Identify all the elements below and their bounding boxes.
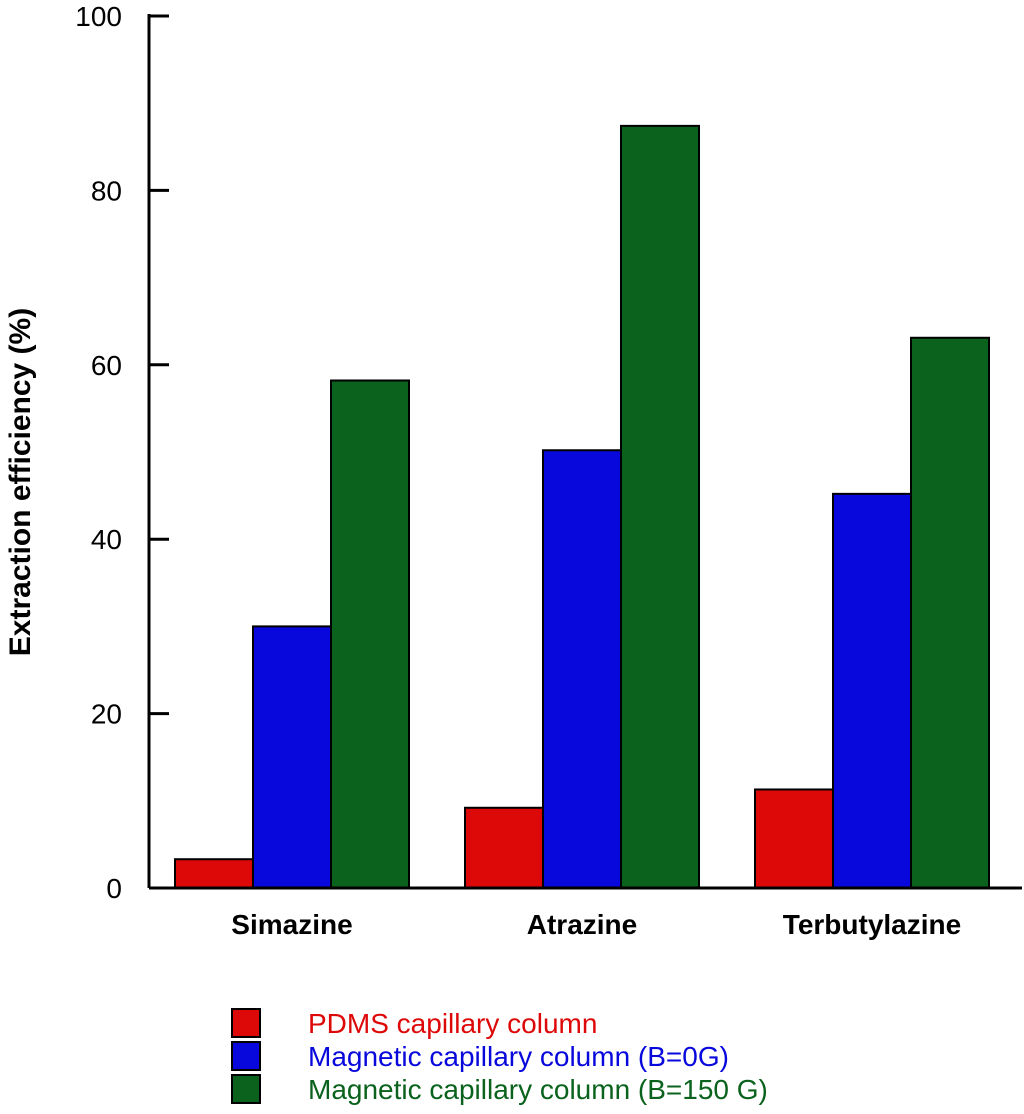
legend-label: Magnetic capillary column (B=150 G) xyxy=(308,1074,768,1105)
legend-swatch xyxy=(231,1008,261,1038)
x-category-label: Simazine xyxy=(231,909,352,940)
y-ticks-group: 0 20 40 60 80 100 xyxy=(75,1,169,904)
legend-label: PDMS capillary column xyxy=(308,1008,597,1039)
bar-simazine-series-1 xyxy=(174,858,254,889)
bar-terbutylazine-series-1 xyxy=(754,788,834,889)
x-labels-group: Simazine Atrazine Terbutylazine xyxy=(231,909,961,940)
bar-atrazine-series-2 xyxy=(542,449,622,889)
bar-simazine-series-2 xyxy=(252,625,332,890)
y-tick-label: 20 xyxy=(91,699,122,730)
y-tick-label: 100 xyxy=(75,1,122,32)
x-category-label: Atrazine xyxy=(527,909,637,940)
bars-group xyxy=(174,124,990,890)
x-category-label: Terbutylazine xyxy=(783,909,961,940)
y-tick-label: 0 xyxy=(106,873,122,904)
bar-terbutylazine-series-3 xyxy=(910,336,990,889)
bar-terbutylazine-series-2 xyxy=(832,492,912,889)
legend-swatch xyxy=(231,1074,261,1104)
y-tick-label: 40 xyxy=(91,524,122,555)
bar-atrazine-series-3 xyxy=(620,124,700,889)
bar-simazine-series-3 xyxy=(330,379,410,889)
y-tick-label: 60 xyxy=(91,350,122,381)
bar-atrazine-series-1 xyxy=(464,806,544,889)
legend-swatch xyxy=(231,1041,261,1071)
y-axis-title: Extraction efficiency (%) xyxy=(4,308,37,656)
y-tick-label: 80 xyxy=(91,175,122,206)
legend-label: Magnetic capillary column (B=0G) xyxy=(308,1041,729,1072)
